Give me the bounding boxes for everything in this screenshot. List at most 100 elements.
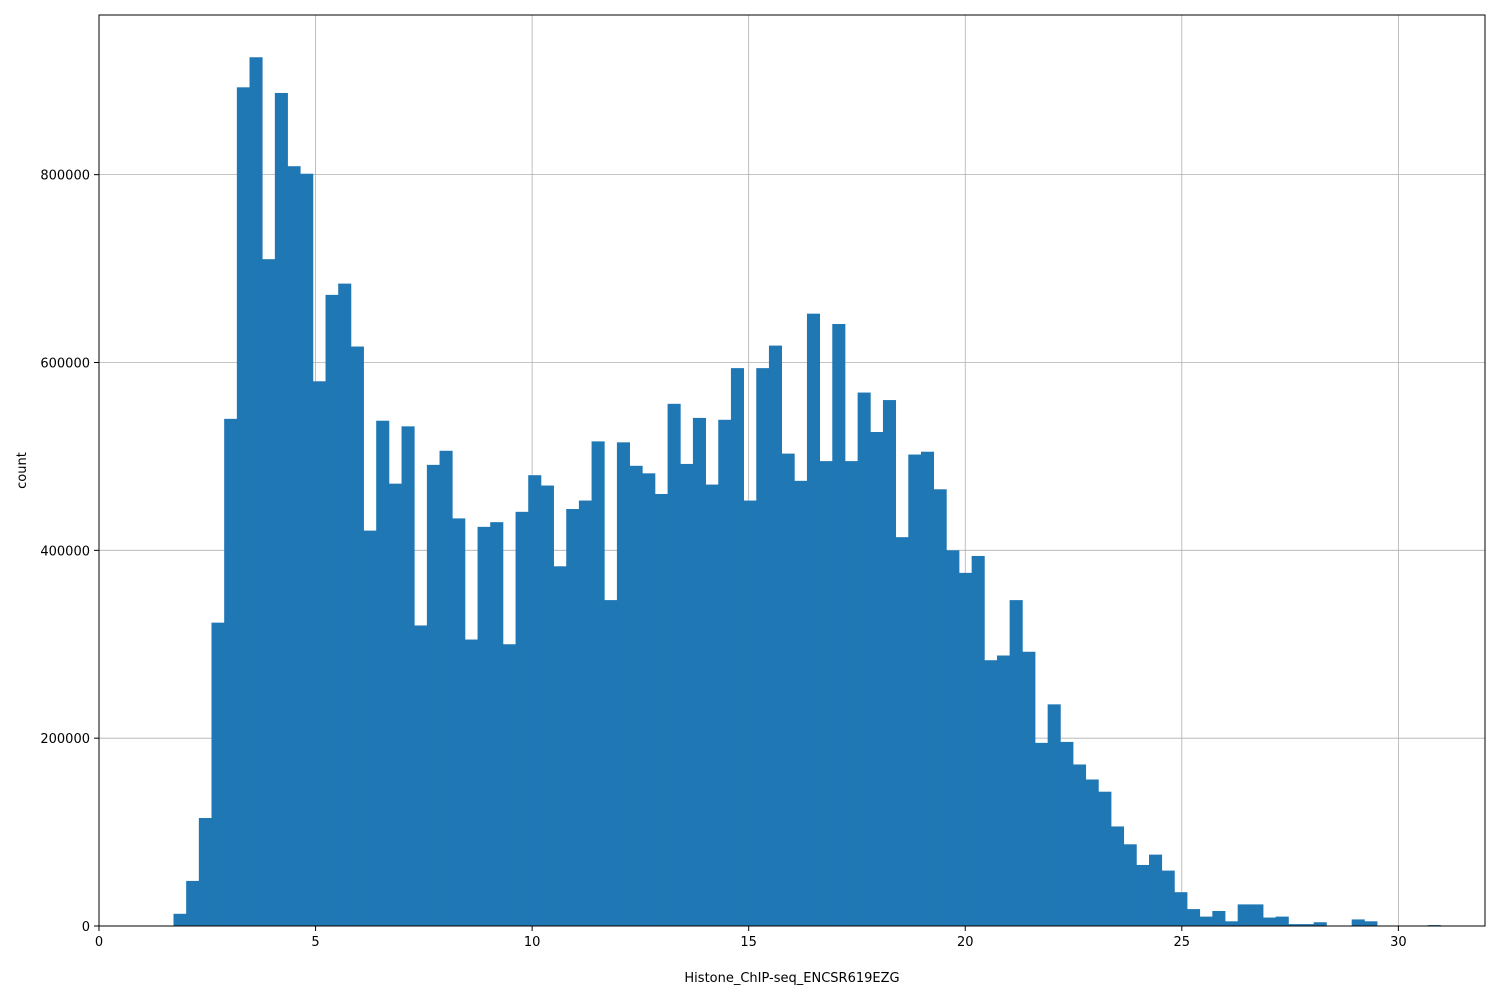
histogram-bar (528, 475, 542, 926)
y-tick-label: 400000 (40, 544, 90, 559)
histogram-bar (350, 346, 364, 926)
histogram-bar (388, 483, 402, 926)
histogram-bar (920, 451, 935, 926)
histogram-bar (1275, 916, 1289, 926)
histogram-bar (718, 419, 732, 926)
histogram-bar (1237, 904, 1251, 926)
histogram-bar (971, 555, 985, 926)
x-tick-label: 25 (1174, 935, 1191, 950)
histogram-bar (1047, 704, 1061, 926)
histogram-bar (490, 522, 504, 926)
histogram-bar (1174, 892, 1188, 926)
x-tick-label: 20 (957, 935, 974, 950)
histogram-bar (806, 313, 821, 927)
histogram-bar (857, 392, 871, 926)
histogram-bar (186, 880, 200, 926)
histogram-bar (300, 173, 314, 927)
histogram-bar (654, 493, 668, 926)
histogram-bar (224, 418, 238, 926)
histogram-bar (414, 625, 428, 926)
histogram-bar (1098, 791, 1112, 926)
x-tick-label: 10 (524, 935, 541, 950)
histogram-bar (566, 509, 580, 926)
y-tick-label: 600000 (40, 356, 90, 371)
histogram-bar (1149, 854, 1163, 926)
x-axis-label: Histone_ChIP-seq_ENCSR619EZG (684, 971, 899, 986)
histogram-bar (477, 526, 491, 926)
histogram-bar (1199, 916, 1213, 926)
histogram-bar (958, 572, 973, 926)
histogram-bar (756, 368, 770, 926)
x-tick-label: 0 (95, 935, 103, 950)
histogram-bar (667, 403, 681, 926)
histogram-bar (1009, 600, 1023, 926)
histogram-bar (1161, 870, 1175, 926)
histogram-bar (1288, 924, 1302, 926)
histogram-bar (452, 518, 466, 926)
histogram-bar (553, 566, 567, 926)
histogram-bar (1136, 864, 1150, 926)
histogram-bar (1364, 921, 1378, 926)
histogram-bar (1301, 924, 1315, 926)
histogram-bar (1263, 917, 1277, 926)
histogram-bar (540, 485, 554, 926)
histogram-bar (642, 473, 656, 926)
histogram-bar (262, 259, 276, 927)
histogram-bar (1225, 921, 1239, 926)
histogram-bar (908, 454, 922, 926)
histogram-bar (1313, 922, 1327, 926)
histogram-bar (274, 92, 288, 927)
histogram-bar (604, 600, 618, 926)
histogram-bar (933, 489, 947, 926)
histogram-bar (895, 537, 909, 926)
histogram-bar (591, 441, 605, 926)
histogram-bar (1022, 651, 1036, 926)
histogram-bar (1212, 910, 1226, 926)
histogram-bar (616, 442, 630, 926)
histogram-bar (680, 463, 694, 926)
histogram-bar (249, 57, 263, 927)
x-axis-ticks: 0 5 10 15 20 25 30 (95, 926, 1407, 950)
histogram-bar (870, 431, 884, 926)
histogram-bar (1085, 779, 1099, 926)
histogram-bar (325, 294, 339, 926)
x-tick-label: 15 (740, 935, 757, 950)
histogram-bar (439, 450, 453, 926)
histogram-bar (198, 817, 212, 926)
histogram-bar (996, 655, 1011, 926)
histogram-bar (692, 417, 706, 926)
histogram-bar (832, 323, 846, 926)
histogram-bar (515, 511, 529, 926)
x-tick-label: 5 (311, 935, 319, 950)
y-tick-label: 800000 (40, 169, 90, 184)
y-tick-label: 200000 (40, 732, 90, 747)
histogram-bar (629, 465, 643, 926)
histogram-bar (578, 500, 592, 926)
histogram-bar (743, 500, 757, 926)
histogram-bar (376, 420, 390, 926)
histogram-bar (1034, 742, 1049, 926)
histogram-bar (794, 480, 808, 926)
y-axis-label: count (15, 452, 30, 489)
y-axis-ticks: 0 200000 400000 600000 800000 (40, 169, 99, 935)
histogram-bar (1110, 826, 1125, 926)
histogram-bar (426, 464, 440, 926)
histogram-bar (211, 622, 225, 926)
histogram-bar (819, 461, 833, 926)
histogram-bar (1250, 904, 1264, 926)
histogram-bar (173, 913, 187, 926)
bars (173, 57, 1441, 927)
histogram-bar (312, 381, 326, 927)
histogram-bar (464, 639, 478, 926)
y-tick-label: 0 (82, 920, 90, 935)
histogram-bar (946, 550, 960, 926)
histogram-bar (768, 345, 783, 926)
histogram-bar (502, 644, 516, 926)
histogram-bar (1060, 741, 1074, 926)
histogram-bar (338, 283, 352, 926)
histogram-bar (1123, 844, 1137, 926)
plot-frame (98, 14, 1486, 927)
x-tick-label: 30 (1390, 935, 1407, 950)
histogram-bar (401, 426, 415, 926)
